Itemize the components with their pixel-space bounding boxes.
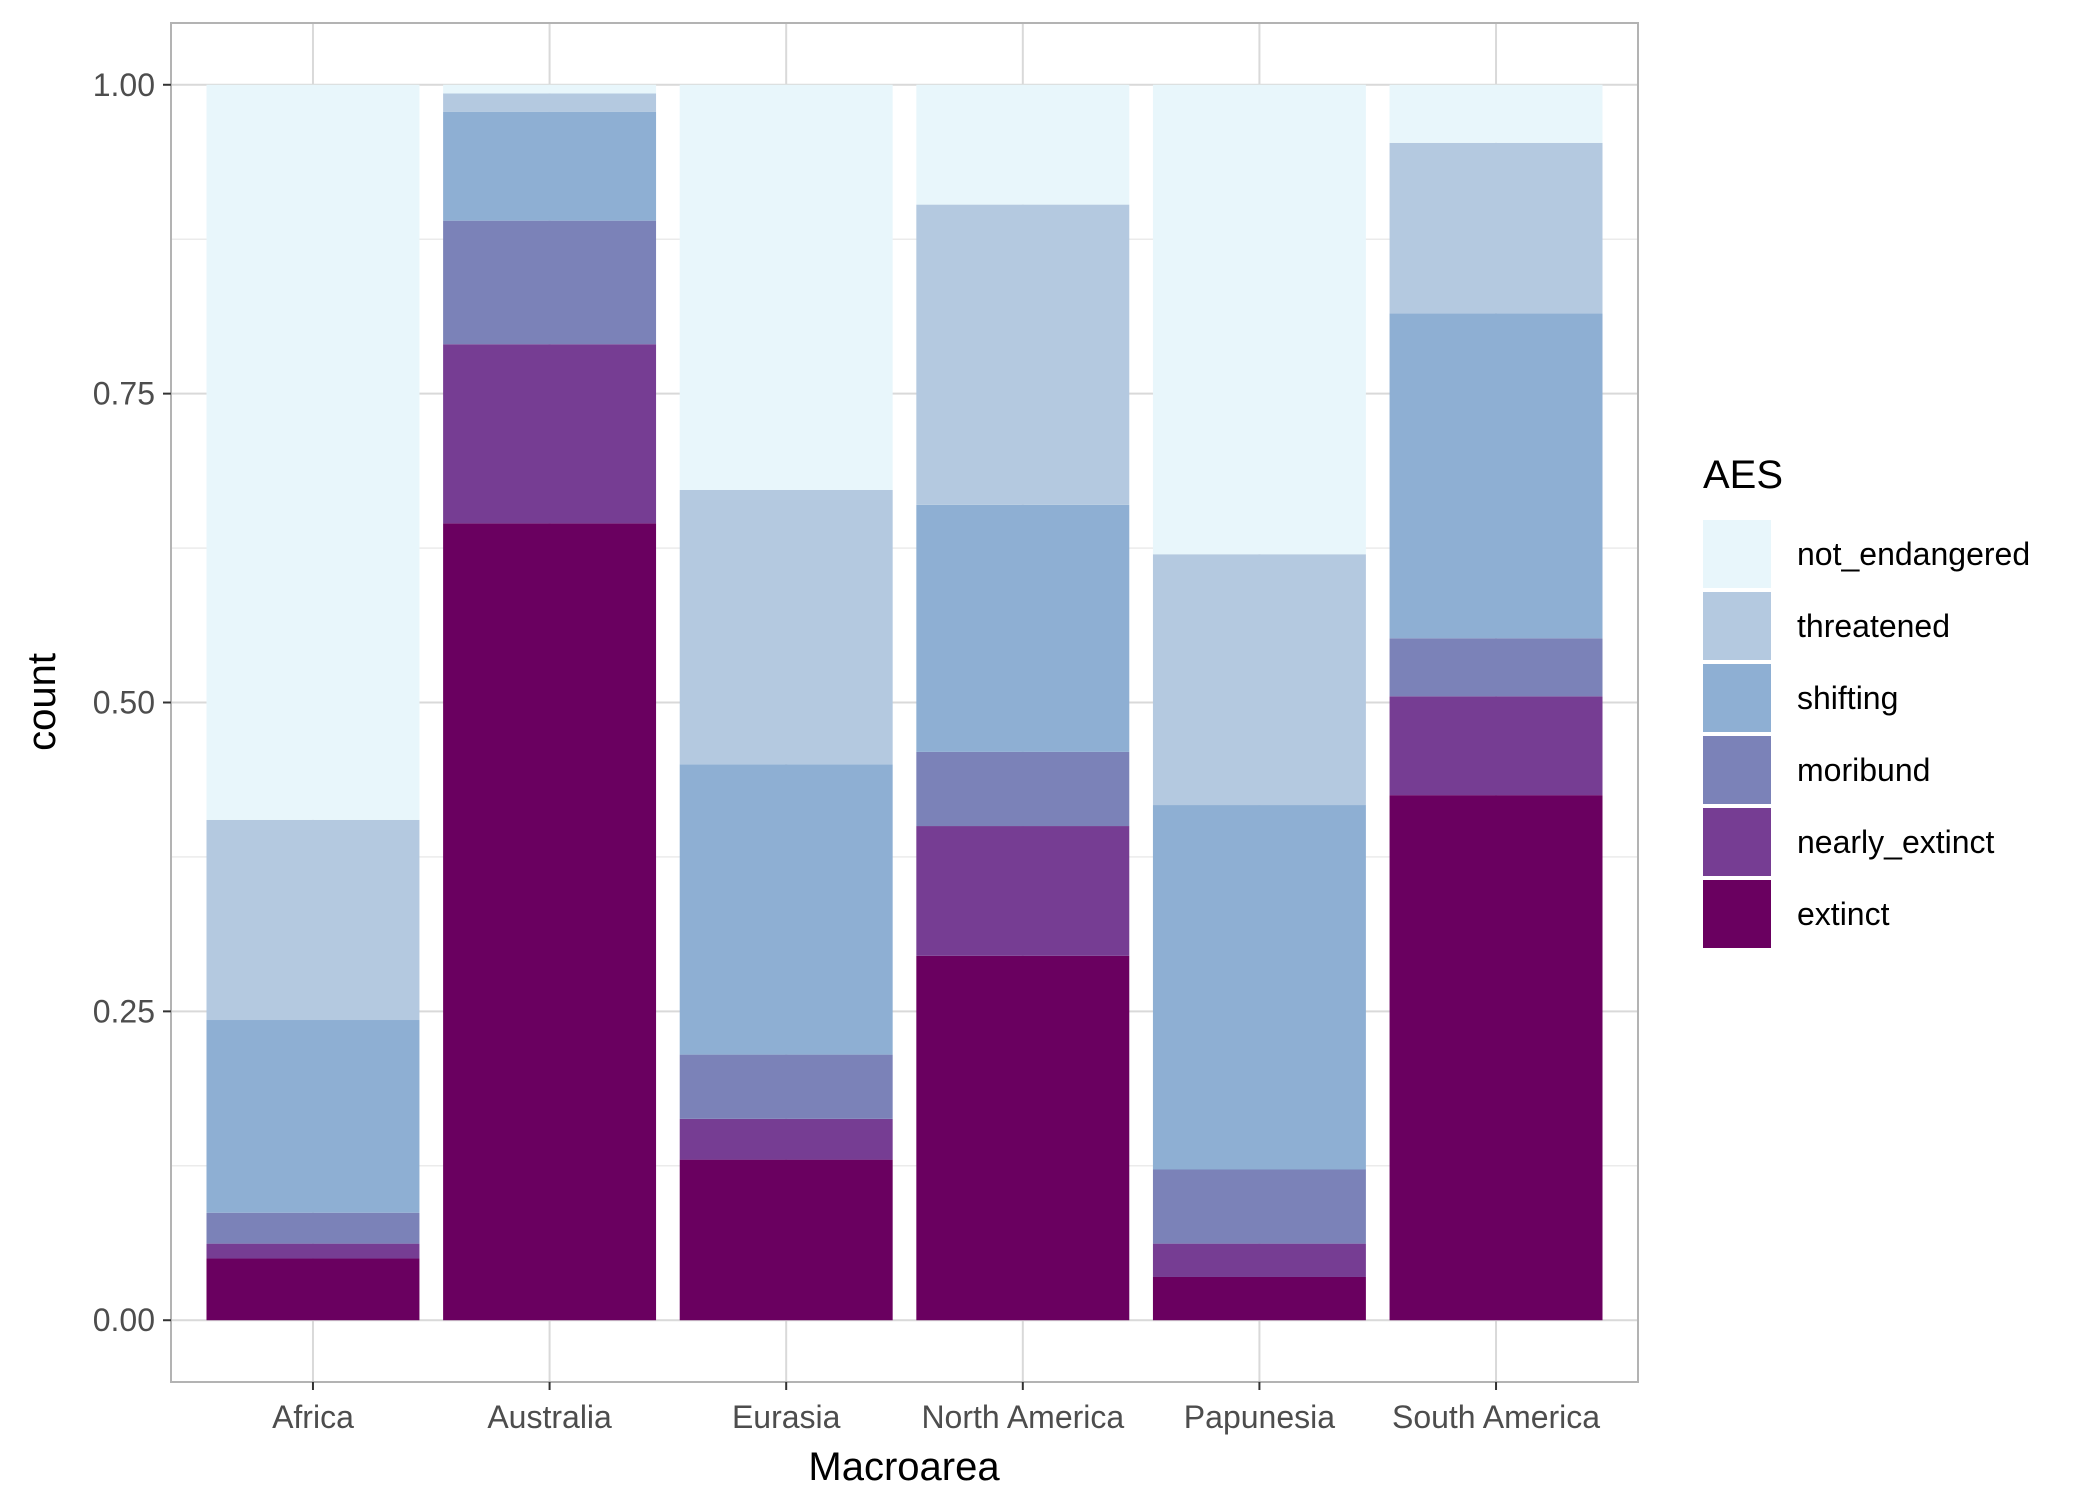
legend-key-not_endangered <box>1703 520 1771 588</box>
bar-moribund <box>916 751 1130 827</box>
legend-label: moribund <box>1797 752 1930 788</box>
bar-threatened <box>679 490 893 765</box>
bar-extinct <box>679 1159 893 1321</box>
x-tick-label: Eurasia <box>732 1399 841 1435</box>
bar-shifting <box>1152 805 1366 1170</box>
bar-moribund <box>679 1054 893 1119</box>
legend-key-threatened <box>1703 592 1771 660</box>
legend-label: threatened <box>1797 608 1950 644</box>
bar-threatened <box>1389 142 1603 314</box>
legend: AES not_endangered threatened shifting mori… <box>1703 453 2030 948</box>
bar-shifting <box>1389 313 1603 639</box>
bar-extinct <box>916 955 1130 1321</box>
bar-extinct <box>206 1258 420 1321</box>
x-axis-ticks: Africa Australia Eurasia North America Papun… <box>272 1382 1600 1435</box>
y-tick-label: 1.00 <box>93 67 155 103</box>
bar-nearly_extinct <box>1389 696 1603 796</box>
legend-label: nearly_extinct <box>1797 824 1995 860</box>
legend-label: extinct <box>1797 896 1890 932</box>
y-tick-label: 0.75 <box>93 376 155 412</box>
bar-shifting <box>206 1020 420 1213</box>
y-tick-label: 0.00 <box>93 1302 155 1338</box>
bar-nearly_extinct <box>1152 1243 1366 1277</box>
x-axis-title: Macroarea <box>808 1445 1000 1489</box>
x-tick-label: North America <box>921 1399 1124 1435</box>
legend-key-moribund <box>1703 736 1771 804</box>
x-tick-label: South America <box>1392 1399 1600 1435</box>
bar-shifting <box>679 764 893 1055</box>
bar-moribund <box>206 1212 420 1244</box>
bar-moribund <box>1152 1169 1366 1244</box>
x-tick-label: Papunesia <box>1184 1399 1335 1435</box>
legend-title: AES <box>1703 453 1783 497</box>
bar-not_endangered <box>206 84 420 820</box>
legend-key-extinct <box>1703 880 1771 948</box>
bar-threatened <box>1152 554 1366 806</box>
bar-shifting <box>916 504 1130 752</box>
bar-extinct <box>443 523 657 1321</box>
bar-not_endangered <box>443 84 657 94</box>
bar-not_endangered <box>1389 84 1603 143</box>
bar-threatened <box>206 819 420 1021</box>
bar-not_endangered <box>916 84 1130 205</box>
x-tick-label: Australia <box>487 1399 612 1435</box>
bar-threatened <box>443 93 657 112</box>
y-axis-ticks: 0.00 0.25 0.50 0.75 1.00 <box>93 67 171 1338</box>
y-axis-title: count <box>20 653 64 751</box>
y-tick-label: 0.25 <box>93 993 155 1029</box>
legend-key-nearly_extinct <box>1703 808 1771 876</box>
legend-label: shifting <box>1797 680 1898 716</box>
bar-extinct <box>1389 795 1603 1321</box>
legend-key-shifting <box>1703 664 1771 732</box>
bar-extinct <box>1152 1276 1366 1321</box>
bar-nearly_extinct <box>443 344 657 524</box>
bar-nearly_extinct <box>206 1243 420 1259</box>
bar-not_endangered <box>1152 84 1366 555</box>
bar-not_endangered <box>679 84 893 491</box>
x-tick-label: Africa <box>272 1399 354 1435</box>
y-tick-label: 0.50 <box>93 685 155 721</box>
bar-shifting <box>443 111 657 221</box>
bar-threatened <box>916 204 1130 505</box>
bar-moribund <box>1389 638 1603 697</box>
bar-moribund <box>443 220 657 345</box>
bars <box>206 84 1603 1321</box>
bar-nearly_extinct <box>679 1118 893 1160</box>
legend-label: not_endangered <box>1797 536 2030 572</box>
bar-nearly_extinct <box>916 826 1130 956</box>
